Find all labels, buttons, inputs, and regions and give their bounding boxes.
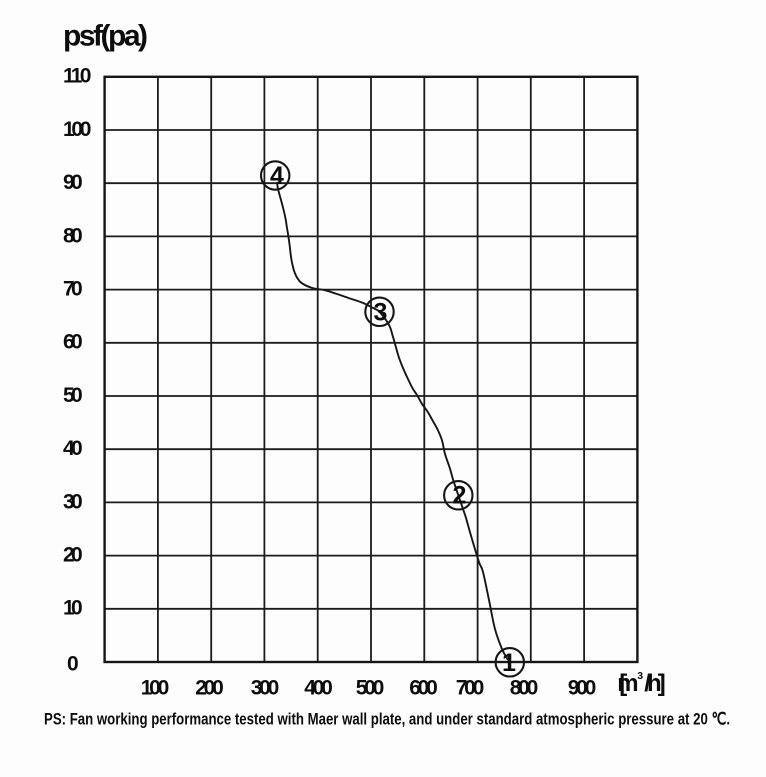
svg-text:600: 600 <box>409 677 438 700</box>
svg-text:50: 50 <box>63 384 83 407</box>
svg-text:800: 800 <box>510 677 539 700</box>
svg-text:400: 400 <box>304 677 333 700</box>
svg-text:2: 2 <box>453 482 467 510</box>
svg-text:700: 700 <box>456 677 485 700</box>
svg-text:100: 100 <box>63 118 91 141</box>
svg-text:3: 3 <box>374 299 388 327</box>
svg-text:20: 20 <box>63 544 83 567</box>
svg-text:PS: Fan working performance te: PS: Fan working performance tested with … <box>44 710 730 729</box>
svg-text:110: 110 <box>63 65 91 88</box>
svg-text:900: 900 <box>568 677 597 700</box>
svg-text:300: 300 <box>251 677 280 700</box>
svg-text:200: 200 <box>195 677 224 700</box>
svg-text:4: 4 <box>270 162 284 190</box>
svg-text:3: 3 <box>637 670 643 682</box>
svg-text:/h]: /h] <box>644 670 666 697</box>
svg-text:80: 80 <box>63 224 83 247</box>
svg-text:60: 60 <box>63 331 83 354</box>
svg-text:10: 10 <box>63 597 83 620</box>
svg-text:40: 40 <box>63 437 83 460</box>
svg-text:[m: [m <box>617 670 638 697</box>
svg-text:70: 70 <box>63 278 83 301</box>
svg-text:90: 90 <box>63 171 83 194</box>
svg-text:psf(pa): psf(pa) <box>63 20 148 53</box>
svg-text:500: 500 <box>356 677 385 700</box>
svg-text:100: 100 <box>141 677 170 700</box>
svg-text:1: 1 <box>502 649 516 677</box>
svg-text:30: 30 <box>63 490 83 513</box>
svg-text:0: 0 <box>67 653 79 676</box>
